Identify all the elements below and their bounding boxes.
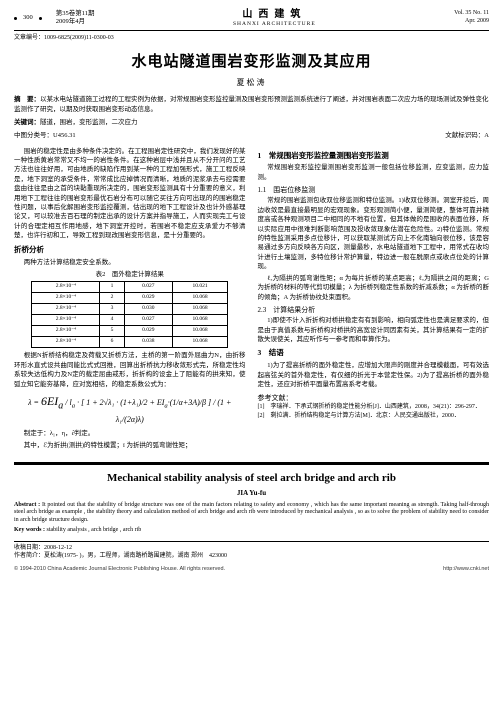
page-header: 300 第35卷第11期 2009年4月 山西建筑 SHANXI ARCHITE… [14,8,489,31]
journal-title-en: SHANXI ARCHITECTURE [233,21,316,28]
keywords-label: 关键词： [14,119,40,126]
bullet-icon [14,17,17,20]
header-right: Vol. 35 No. 11 Apr. 2009 [454,10,489,26]
keywords-block: 关键词：隧道，围岩，变形监测，二次应力 [14,118,489,128]
article-title: 水电站隧道围岩变形监测及其应用 [14,53,489,73]
reference-item: [1] 李瑞祥．下承式钢折桥的稳定性能分析[J]．山西建筑，2008，34(21… [258,404,490,412]
subsection-1-1-title: 1.1 围岩位移监测 [258,185,490,195]
journal-title-cn: 山西建筑 [233,8,316,21]
en-keywords-text: stability analysis , arch bridge , arch … [47,527,142,533]
doccode-value: A [484,132,489,139]
subsection-2-3-p1: 1)即使不计入折折构对桥拱稳定有有到影响，相向弧定性也是满足要求的，但是由于真值… [258,316,490,344]
left-column: 围岩的稳定性是由多种条件决定的。在工程围岩定性研究中，我们发现好的某一种性质黄岩… [14,147,246,453]
section-3-title: 3 结语 [258,348,490,359]
bullet-icon [39,17,42,20]
clc-value: U456.31 [53,132,76,139]
left-p4: 其中，ℰ为折拱(测拱)的特性模置；ī 为折拱的弧弯谢性矩； [14,441,246,450]
footer-block: 收稿日期：2008-12-12 作者简介：夏松涛(1975- )，男，工程师，湖… [14,541,489,561]
article-id: 文章编号：1009-6825(2009)11-0300-03 [14,35,489,43]
copyright-url: http://www.cnki.net [443,566,489,573]
date-cn: 2009年4月 [56,18,95,26]
en-keywords-label: Key words : [14,527,45,533]
intro-paragraph: 围岩的稳定性是由多种条件决定的。在工程围岩定性研究中，我们发现好的某一种性质黄岩… [14,147,246,241]
english-keywords: Key words : stability analysis , arch br… [14,527,489,535]
table-caption: 表2 面外稳定计算结果 [14,270,246,279]
left-p2: 根据N折桥结构稳定及荷载又折桥方法，主桥的第一阶面外屈曲力N，由折移环形水直式设… [14,351,246,389]
section-1-p1: 常规围岩变形监控量测围岩变形监测一般包括位移监测，应变监测，应力监测。 [258,163,490,182]
section-3-p1: 1)为了提高折桥的面外稳定性，应增加大限声的刚度并合理模截面，可有效选起高弦关的… [258,361,490,389]
formula-block: λ = 6EIa / la · [ 1 + 2√λ₁ · (1+λ₁)/2 + … [14,393,246,425]
body-columns: 围岩的稳定性是由多种条件决定的。在工程围岩定性研究中，我们发现好的某一种性质黄岩… [14,147,489,453]
subsection-1-1-p1: 常规的围岩监测包收双位移监测和特位监测。1)收双位移测。洞室开挖后，周边收敛是最… [258,196,490,271]
classification-row: 中图分类号：U456.31 文献标识码：A [14,132,489,140]
subsection-2-3-title: 2.3 计算结果分析 [258,305,490,315]
heavy-divider [14,462,489,465]
section-left-title: 折桥分析 [14,245,246,256]
table-row: 2.8×10⁻⁴40.02710.068 [32,315,228,326]
data-table: 2.8×10⁻⁴10.02710.021 2.8×10⁻⁴20.02910.06… [31,281,228,348]
english-title: Mechanical stability analysis of steel a… [14,471,489,485]
left-p3: 制定于：λ₁，η，∂判定。 [14,429,246,438]
clc-label: 中图分类号： [14,132,53,139]
author-info: 作者简介：夏松涛(1975- )，男，工程师，湖南路桥路围建院，湖南 郑州 42… [14,553,489,561]
abstract-block: 摘 要：以某水电站隧道施工过程的工程实例为依据，对常规围岩变形监控量测及围岩变形… [14,95,489,115]
abstract-text: 以某水电站隧道施工过程的工程实例为依据，对常规围岩变形监控量测及围岩变形预测监测… [14,96,489,113]
right-column: 1 常规围岩变形监控量测围岩变形监测 常规围岩变形监控量测围岩变形监测一般包括位… [258,147,490,453]
english-author: JIA Yu-fu [14,489,489,498]
vol-en: Vol. 35 No. 11 [454,10,489,18]
copyright-text: © 1994-2010 China Academic Journal Elect… [14,566,225,573]
copyright-line: © 1994-2010 China Academic Journal Elect… [14,566,489,573]
page-number: 300 [23,14,33,22]
right-vars-p: ℓₐ为隔拱的弧弯谢性矩；α 为每片折桥的某点距高；ℓₐ为隔拱之间的距离；G 为折… [258,274,490,302]
received-date: 收稿日期：2008-12-12 [14,545,489,553]
english-abstract: Abstract : It pointed out that the stabi… [14,502,489,525]
en-abstract-text: It pointed out that the stability of bri… [14,502,489,524]
header-center: 山西建筑 SHANXI ARCHITECTURE [233,8,316,28]
vol-issue-cn: 第35卷第11期 [56,10,95,18]
page-root: 300 第35卷第11期 2009年4月 山西建筑 SHANXI ARCHITE… [0,0,503,582]
references-title: 参考文献： [258,393,490,403]
doccode-label: 文献标识码： [445,132,484,139]
reference-item: [2] 剩拉满．折桥结构稳定与计算方法[M]．北京：人民交通出版社，2000． [258,413,490,421]
table-row: 2.8×10⁻⁴10.02710.021 [32,282,228,293]
section-1-title: 1 常规围岩变形监控量测围岩变形监测 [258,151,490,162]
table-row: 2.8×10⁻⁴30.03010.068 [32,304,228,315]
article-author: 夏松涛 [14,78,489,88]
en-abstract-label: Abstract : [14,502,40,508]
table-row: 2.8×10⁻⁴50.02910.068 [32,326,228,337]
left-extra-p: 两种方法计算结稳定安全系数。 [14,258,246,267]
keywords-text: 隧道，围岩，变形监测，二次应力 [40,119,138,126]
date-en: Apr. 2009 [454,18,489,26]
table-row: 2.8×10⁻⁴20.02910.068 [32,293,228,304]
header-left: 300 第35卷第11期 2009年4月 [14,10,95,27]
table-row: 2.8×10⁻⁴60.03810.068 [32,337,228,348]
abstract-label: 摘 要： [14,96,40,103]
